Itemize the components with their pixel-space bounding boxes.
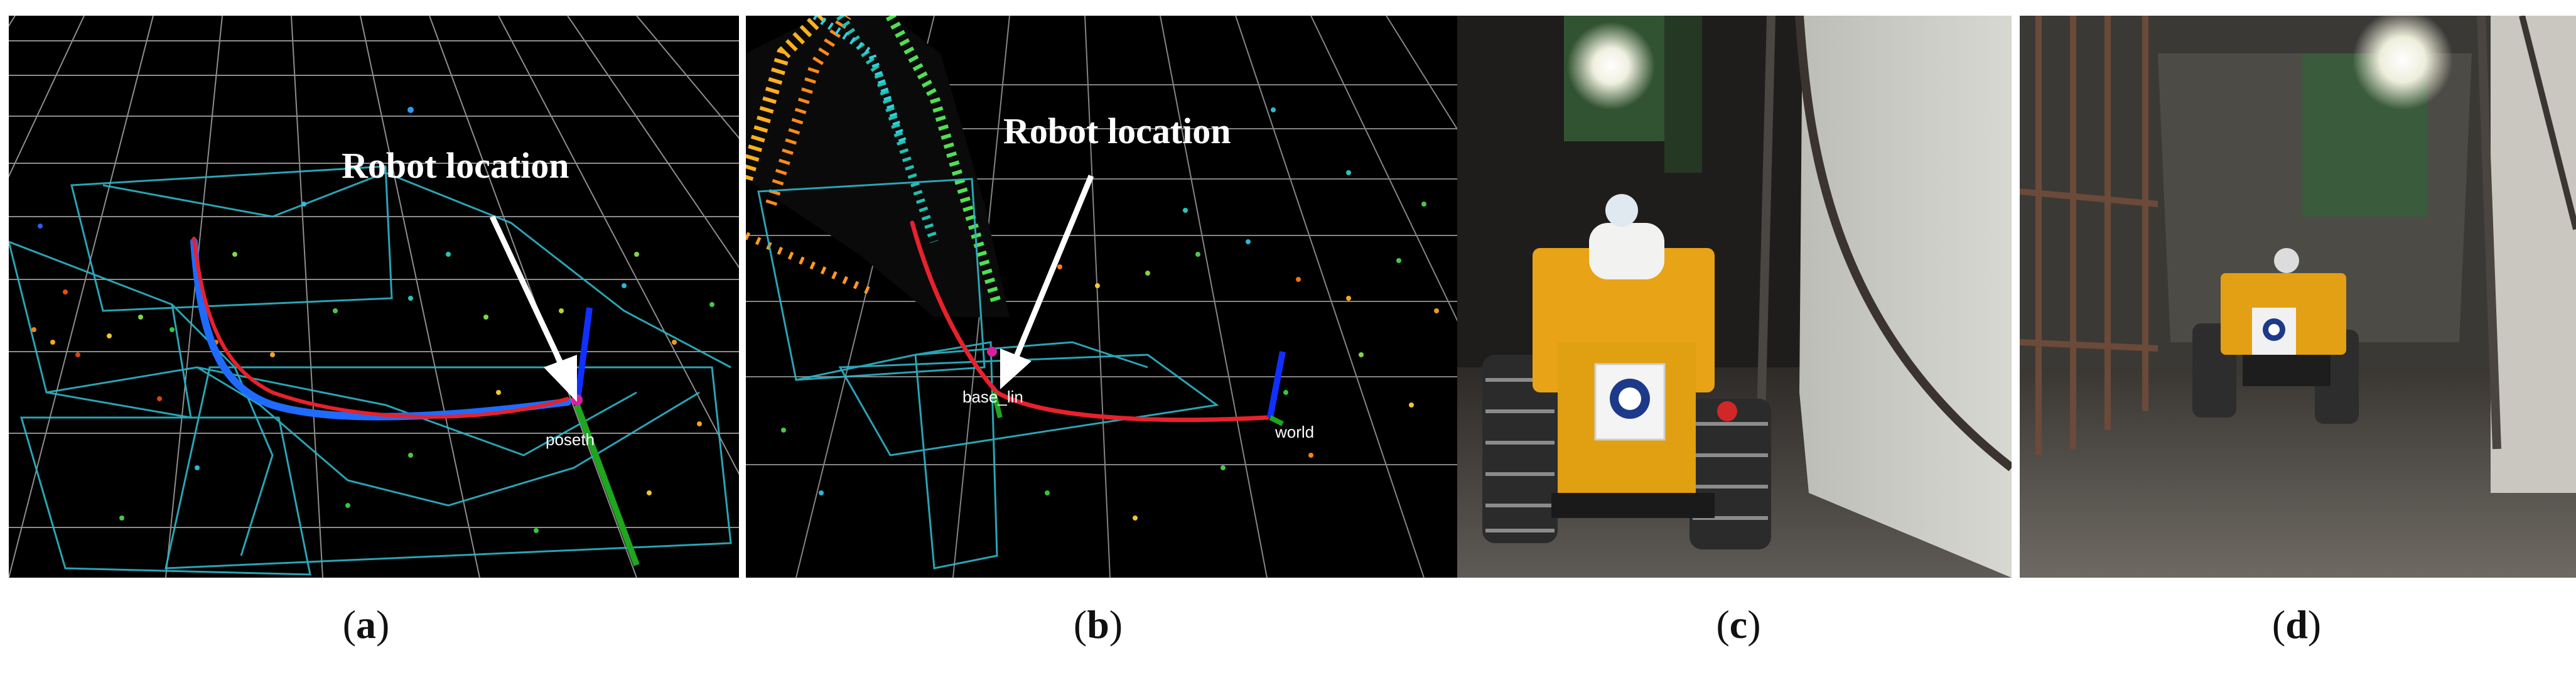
panel-d-light bbox=[2352, 16, 2453, 110]
panel-a-axis-z bbox=[574, 307, 593, 406]
panel-a-points bbox=[31, 107, 714, 533]
caption-b: (b) bbox=[1073, 602, 1123, 647]
panel-c-wall bbox=[1799, 16, 2012, 578]
panel-c-cable bbox=[1795, 16, 2012, 472]
panel-b-points bbox=[781, 107, 1439, 521]
frame-label-a-text: pose bbox=[546, 430, 581, 449]
frame-label-a: poseth bbox=[546, 430, 595, 450]
panel-a-scene bbox=[9, 16, 739, 578]
panel-b-pointcloud-map: Robot location base_lin world bbox=[746, 16, 1458, 578]
caption-d-letter: d bbox=[2285, 602, 2308, 647]
panel-b-arrowhead bbox=[1000, 348, 1032, 389]
caption-c: (c) bbox=[1716, 602, 1761, 647]
caption-d: (d) bbox=[2272, 602, 2322, 647]
caption-b-letter: b bbox=[1087, 602, 1109, 647]
panel-a-grid bbox=[9, 16, 739, 578]
panel-c-robot-photo bbox=[1457, 16, 2012, 578]
caption-a-letter: a bbox=[356, 602, 376, 647]
frame-label-a-overlap: th bbox=[581, 430, 595, 449]
panel-a-axis-y bbox=[574, 404, 640, 566]
panel-d-bars bbox=[2020, 16, 2158, 455]
caption-a: (a) bbox=[342, 602, 390, 647]
panel-b-axis-z bbox=[1267, 351, 1286, 418]
panel-d-robot bbox=[2192, 248, 2359, 424]
panel-d-scene bbox=[2020, 16, 2576, 578]
panel-c-light bbox=[1567, 22, 1655, 110]
panel-b-scene bbox=[746, 16, 1458, 578]
panel-d-column bbox=[2491, 16, 2576, 493]
frame-label-b-right: world bbox=[1275, 423, 1315, 441]
panel-b-path-red bbox=[910, 220, 1269, 423]
panel-a-path-blue bbox=[190, 238, 571, 421]
robot-location-label-b: Robot location bbox=[1003, 111, 1231, 151]
panel-b-grid bbox=[746, 16, 1458, 578]
panel-b-axis-y bbox=[1269, 415, 1284, 426]
panel-d-robot-photo bbox=[2020, 16, 2576, 578]
panel-a-pointcloud-map: Robot location poseth bbox=[9, 16, 739, 578]
panel-c-scene bbox=[1457, 16, 2012, 578]
frame-label-b-left: base_lin bbox=[962, 387, 1023, 406]
panel-a-arrowhead bbox=[544, 355, 577, 402]
robot-location-label-a: Robot location bbox=[342, 145, 569, 186]
caption-c-letter: c bbox=[1729, 602, 1748, 647]
panel-a-path-red bbox=[192, 237, 569, 419]
panel-c-robot bbox=[1482, 194, 1771, 549]
